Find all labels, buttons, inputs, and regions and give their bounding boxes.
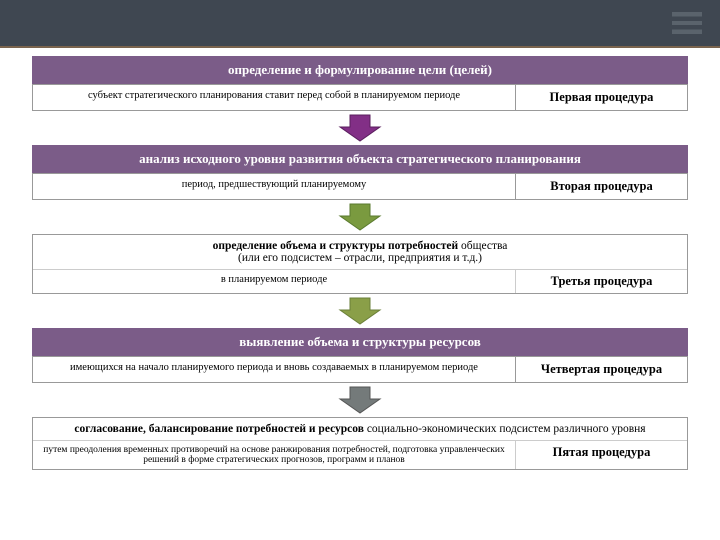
- block-subtitle: имеющихся на начало планируемого периода…: [33, 357, 515, 382]
- procedure-block-3: определение объема и структуры потребнос…: [32, 234, 688, 294]
- procedure-block-5: согласование, балансирование потребносте…: [32, 417, 688, 470]
- block-subtitle: путем преодоления временных противоречий…: [33, 441, 515, 469]
- block-title: анализ исходного уровня развития объекта…: [32, 145, 688, 173]
- block-title: выявление объема и структуры ресурсов: [32, 328, 688, 356]
- procedure-label: Четвертая процедура: [515, 357, 687, 382]
- block-subtitle: субъект стратегического планирования ста…: [33, 85, 515, 110]
- arrow-2: [32, 202, 688, 234]
- arrow-4: [32, 385, 688, 417]
- arrow-1: [32, 113, 688, 145]
- block-subtitle: в планируемом периоде: [33, 270, 515, 293]
- block-title: согласование, балансирование потребносте…: [33, 418, 687, 440]
- procedure-block-1: определение и формулирование цели (целей…: [32, 56, 688, 111]
- diagram-content: определение и формулирование цели (целей…: [0, 48, 720, 476]
- procedure-label: Третья процедура: [515, 270, 687, 293]
- block-title: определение объема и структуры потребнос…: [33, 235, 687, 269]
- procedure-label: Пятая процедура: [515, 441, 687, 469]
- procedure-block-2: анализ исходного уровня развития объекта…: [32, 145, 688, 200]
- top-bar: [0, 0, 720, 48]
- arrow-3: [32, 296, 688, 328]
- block-subtitle: период, предшествующий планируемому: [33, 174, 515, 199]
- block-title: определение и формулирование цели (целей…: [32, 56, 688, 84]
- procedure-label: Первая процедура: [515, 85, 687, 110]
- procedure-block-4: выявление объема и структуры ресурсов им…: [32, 328, 688, 383]
- procedure-label: Вторая процедура: [515, 174, 687, 199]
